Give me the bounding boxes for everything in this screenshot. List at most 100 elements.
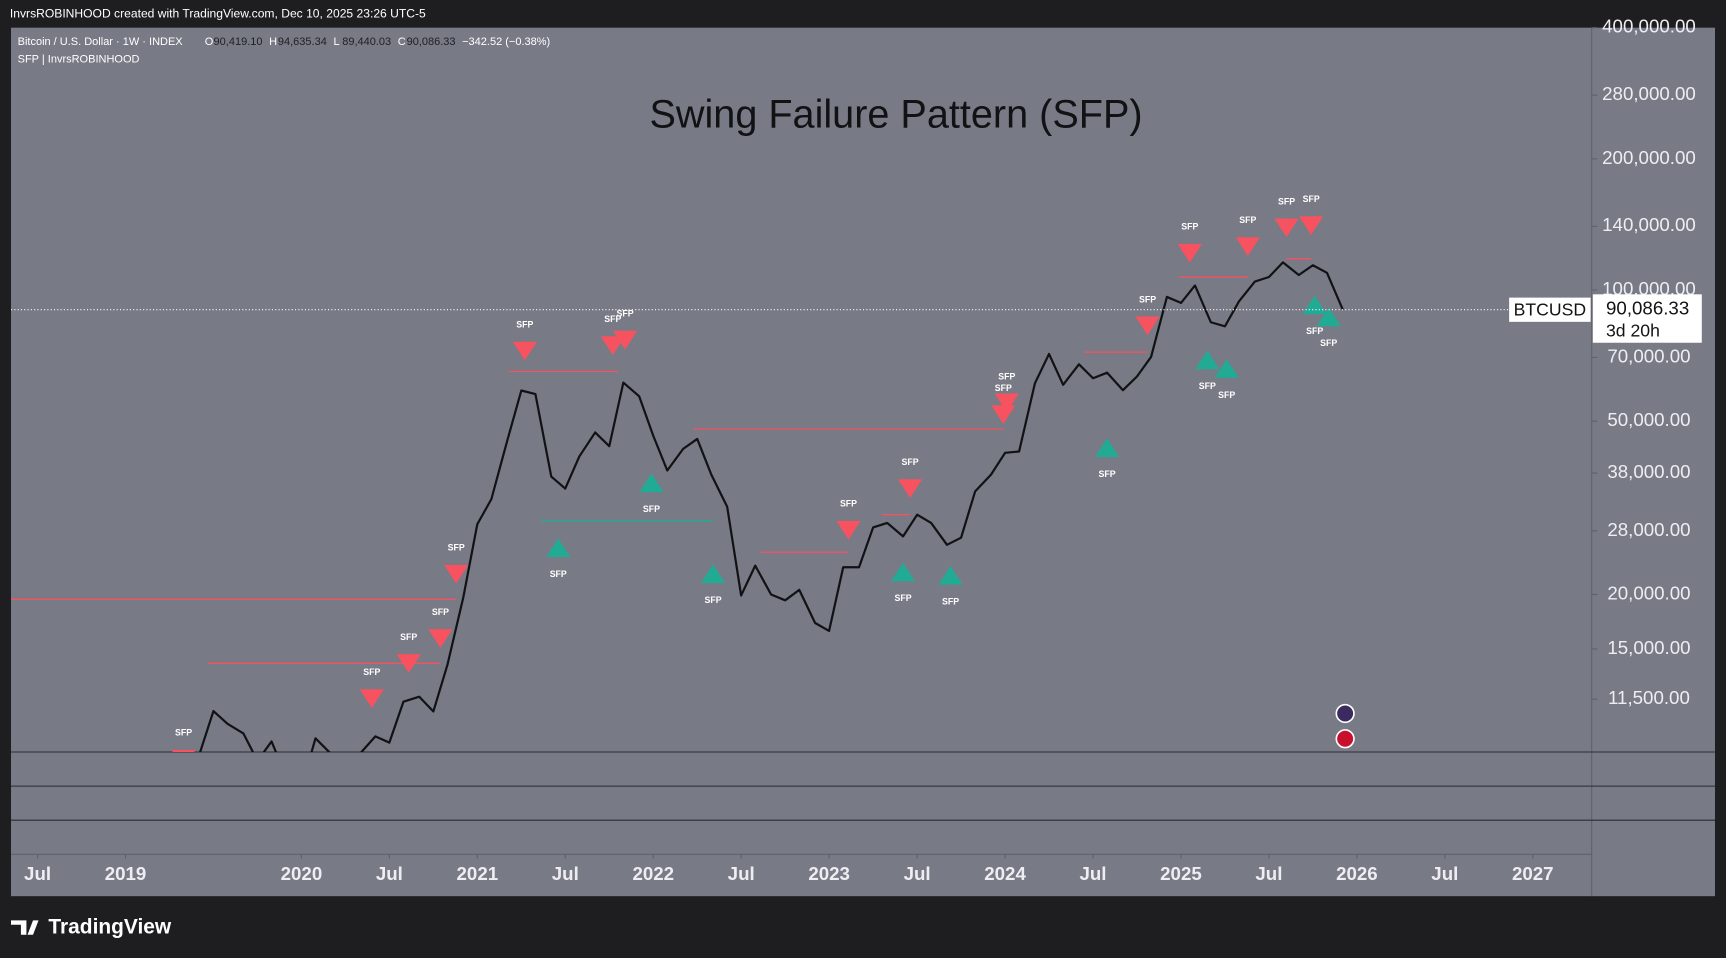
price-box	[1592, 294, 1702, 343]
bearish-marker	[171, 749, 196, 752]
x-tick-label: 2022	[632, 863, 674, 884]
y-tick-label: 140,000.00	[1602, 214, 1696, 235]
bullish-marker	[639, 473, 664, 493]
x-tick-label: 2026	[1336, 863, 1378, 884]
bullish-marker	[700, 564, 726, 583]
ohlc-key: L	[333, 36, 339, 48]
x-tick-label: 2020	[281, 863, 323, 884]
sfp-label: SFP	[363, 667, 380, 677]
bullish-marker	[1195, 350, 1220, 370]
bullish-marker	[938, 565, 963, 585]
ohlc-value: 90,419.10	[214, 36, 263, 48]
bearish-marker	[897, 479, 923, 498]
ohlc-value: 89,440.03	[342, 36, 391, 48]
sfp-label: SFP	[432, 607, 449, 617]
ohlc-key: H	[269, 36, 277, 48]
ohlc-key: C	[398, 36, 406, 48]
x-tick-label: Jul	[552, 863, 579, 884]
sfp-label: SFP	[840, 499, 857, 509]
header-text: InvrsROBINHOOD created with TradingView.…	[10, 7, 426, 21]
bearish-marker	[1235, 237, 1260, 256]
sfp-label: SFP	[1199, 381, 1216, 391]
price-line	[199, 261, 1344, 752]
bearish-marker	[612, 330, 638, 350]
sfp-label: SFP	[1099, 469, 1116, 479]
y-tick-label: 280,000.00	[1602, 83, 1696, 104]
x-tick-label: 2027	[1512, 863, 1554, 884]
chart-title: Swing Failure Pattern (SFP)	[649, 92, 1142, 136]
x-tick-label: 2023	[808, 863, 850, 884]
logo-icon	[11, 920, 39, 935]
plot-area: SFPSFPSFPSFPSFPSFPSFPSFPSFPSFPSFPSFPSFPS…	[11, 194, 1344, 752]
y-tick-label: 100,000.00	[1602, 278, 1696, 299]
bearish-marker	[994, 393, 1019, 413]
sfp-label: SFP	[1320, 338, 1337, 348]
sfp-label: SFP	[400, 632, 417, 642]
bearish-marker	[359, 689, 384, 709]
sfp-label: SFP	[1218, 390, 1235, 400]
y-tick-label: 70,000.00	[1607, 345, 1690, 366]
sfp-label: SFP	[998, 371, 1015, 381]
last-price-label: 90,086.33	[1606, 298, 1689, 319]
x-tick-label: Jul	[728, 863, 755, 884]
sfp-label: SFP	[604, 314, 621, 324]
bullish-marker	[1302, 295, 1327, 315]
x-tick-label: 2024	[984, 863, 1026, 884]
ohlc-value: 94,635.34	[278, 36, 327, 48]
bullish-marker	[890, 562, 916, 582]
sfp-label: SFP	[1303, 194, 1320, 204]
bullish-marker	[1094, 438, 1120, 457]
y-tick-label: 20,000.00	[1607, 582, 1690, 603]
countdown-label: 3d 20h	[1606, 320, 1660, 340]
x-tick-label: Jul	[1431, 863, 1458, 884]
symbol-box	[1509, 297, 1591, 322]
x-tick-label: 2021	[457, 863, 499, 884]
bearish-marker	[991, 405, 1016, 424]
sfp-label: SFP	[516, 320, 533, 330]
bearish-marker	[1299, 216, 1324, 235]
y-tick-label: 400,000.00	[1602, 16, 1696, 37]
bullish-marker	[546, 538, 571, 557]
sfp-label: SFP	[995, 383, 1012, 393]
x-tick-label: Jul	[1255, 863, 1282, 884]
sfp-label: SFP	[1181, 222, 1198, 232]
sfp-label: SFP	[1139, 294, 1156, 304]
bearish-marker	[396, 654, 421, 673]
y-tick-label: 15,000.00	[1607, 637, 1690, 658]
sfp-label: SFP	[704, 595, 721, 605]
indicator-label: SFP | InvrsROBINHOOD	[18, 54, 140, 66]
ohlc-value: 90,086.33	[407, 36, 456, 48]
event-icon[interactable]	[1335, 703, 1355, 724]
sfp-label: SFP	[942, 597, 959, 607]
y-tick-label: 200,000.00	[1602, 147, 1696, 168]
sfp-label: SFP	[1278, 196, 1295, 206]
change-label: −342.52 (−0.38%)	[462, 36, 550, 48]
bearish-marker	[836, 520, 861, 540]
footer-logo: TradingView	[11, 916, 172, 939]
y-tick-label: 38,000.00	[1607, 461, 1690, 482]
x-tick-label: Jul	[904, 863, 931, 884]
x-tick-label: Jul	[376, 863, 403, 884]
y-tick-label: 11,500.00	[1608, 687, 1690, 708]
chart-area	[11, 27, 1715, 897]
sfp-label: SFP	[1306, 326, 1323, 336]
event-icons	[1335, 703, 1355, 749]
sfp-label: SFP	[894, 593, 911, 603]
bearish-marker	[428, 629, 453, 648]
brand-name: TradingView	[48, 916, 172, 939]
ohlc-legend: O 90,419.10 H 94,635.34 L 89,440.03 C 90,086.33	[205, 36, 456, 48]
symbol-label: BTCUSD	[1514, 299, 1586, 319]
bearish-marker	[1135, 316, 1160, 336]
bearish-marker	[1274, 218, 1299, 238]
ohlc-key: O	[205, 36, 214, 48]
sfp-label: SFP	[448, 543, 465, 553]
bearish-marker	[444, 564, 469, 584]
x-tick-label: Jul	[24, 863, 51, 884]
x-tick-label: Jul	[1079, 863, 1106, 884]
event-icon[interactable]	[1335, 729, 1355, 749]
x-tick-label: 2025	[1160, 863, 1202, 884]
sfp-label: SFP	[643, 504, 660, 514]
y-tick-label: 28,000.00	[1607, 519, 1690, 540]
